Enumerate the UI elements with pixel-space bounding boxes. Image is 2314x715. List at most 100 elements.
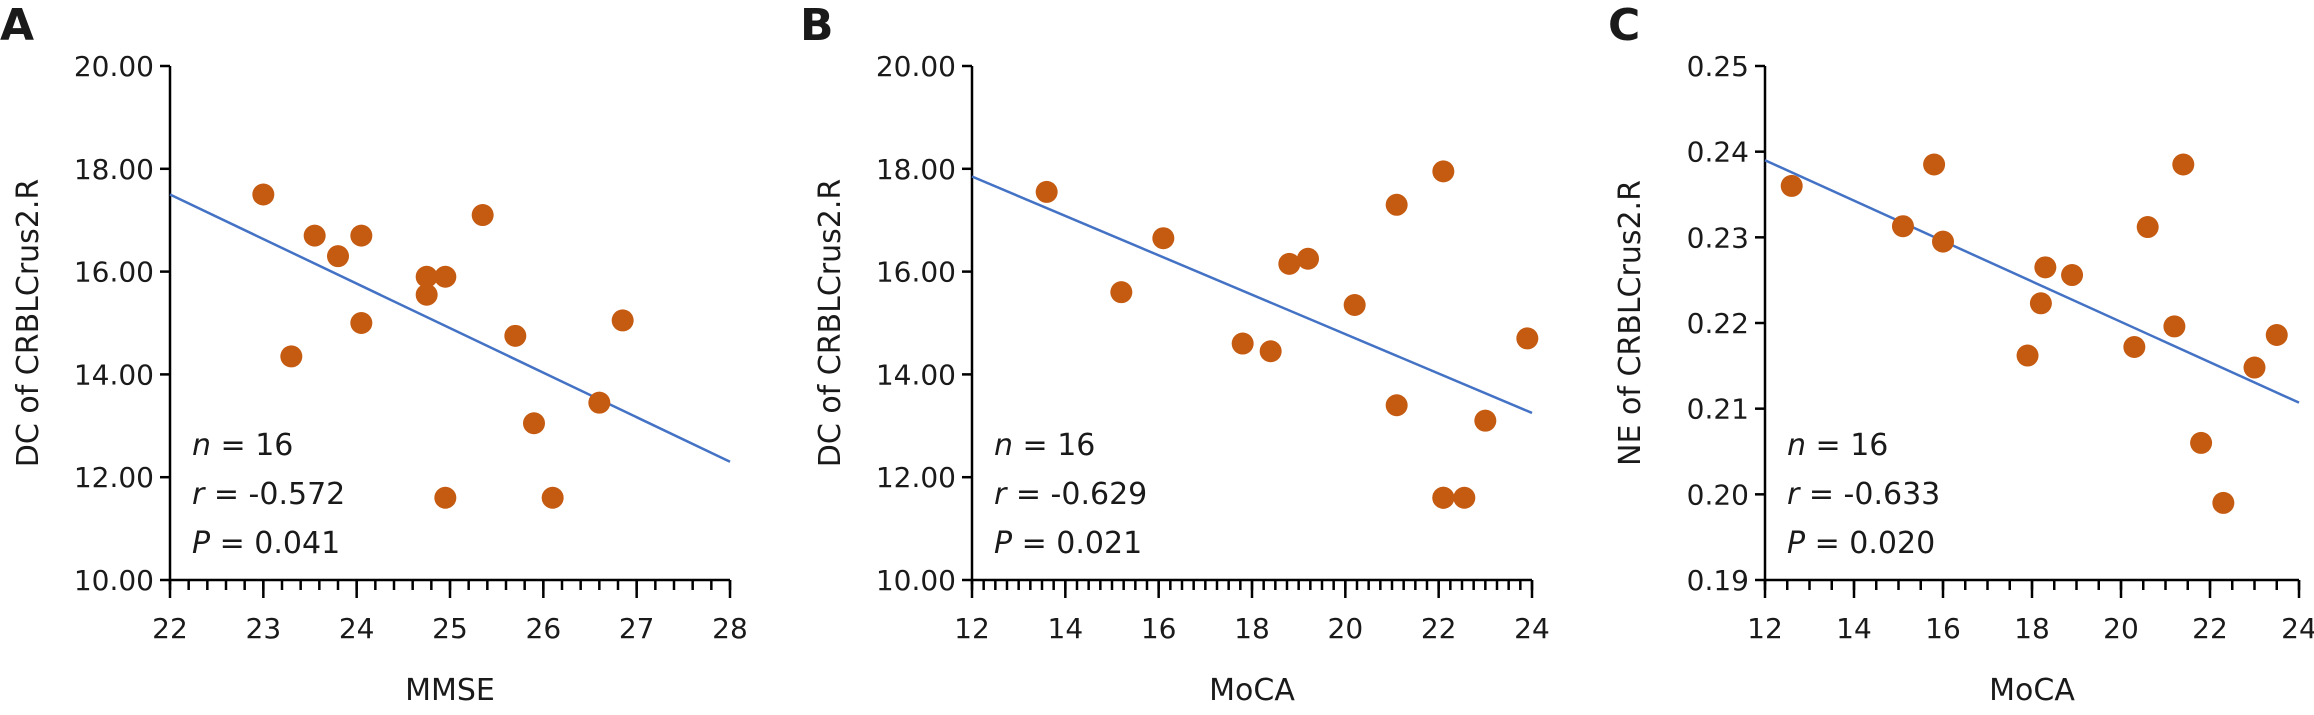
- panel-b-stat-p-value: = 0.021: [1012, 526, 1142, 561]
- panel-c-y-tick-label: 0.25: [1687, 50, 1749, 83]
- panel-a-data-point: [523, 412, 545, 435]
- panel-c-x-tick-label: 20: [2103, 612, 2139, 645]
- panel-b-data-point: [1432, 160, 1455, 183]
- panel-a-stat-p-value: = 0.041: [210, 526, 340, 561]
- panel-a-y-tick-label: 16.00: [74, 256, 154, 289]
- panel-c-x-tick-label: 24: [2281, 612, 2314, 645]
- panel-c-y-tick-label: 0.22: [1687, 307, 1749, 340]
- panel-a-data-point: [434, 486, 457, 509]
- panel-a-data-point: [303, 224, 326, 247]
- panel-b-stat-r-symbol: r: [994, 477, 1008, 512]
- panel-c-data-point: [2029, 292, 2052, 315]
- panel-a-data-point: [541, 486, 564, 509]
- panel-a-data-point: [504, 324, 527, 347]
- panel-b-x-tick-label: 22: [1421, 612, 1457, 645]
- panel-c-data-point: [1923, 153, 1946, 176]
- panel-a-stat-n: n = 16: [192, 428, 293, 463]
- panel-b-y-tick-label: 20.00: [876, 50, 956, 83]
- panel-a-data-point: [471, 204, 494, 227]
- panel-c-data-point: [2265, 323, 2288, 346]
- panel-c-data-point: [1932, 230, 1954, 253]
- panel-a-data-point: [350, 312, 373, 334]
- panel-a-stat-p: P = 0.041: [192, 526, 340, 561]
- panel-a-y-tick-label: 20.00: [74, 50, 154, 83]
- panel-b-y-axis-title: DC of CRBLCrus2.R: [813, 179, 848, 468]
- panel-a-x-tick-label: 22: [152, 612, 188, 645]
- panel-c-data-point: [2190, 431, 2213, 454]
- panel-a-data-point: [415, 283, 438, 306]
- panel-a-stat-p-symbol: P: [192, 526, 211, 561]
- panel-b-letter: B: [800, 0, 834, 51]
- panel-b-stat-n: n = 16: [994, 428, 1095, 463]
- panel-b-data-point: [1259, 340, 1282, 363]
- panel-b: B 10.00 12.00 14.00 16.00 18.00 20.00 12 14 16 18 2…: [800, 0, 1550, 708]
- panel-a-data-point: [611, 309, 634, 332]
- panel-a-stat-r: r = -0.572: [192, 477, 345, 512]
- panel-c-stat-n: n = 16: [1787, 428, 1888, 463]
- panel-a-data-point: [327, 245, 349, 268]
- panel-c-y-tick-label: 0.19: [1687, 564, 1749, 597]
- panel-b-stat-n-symbol: n: [994, 428, 1013, 463]
- panel-b-data-point: [1035, 180, 1058, 203]
- panel-a-x-tick-label: 23: [246, 612, 282, 645]
- panel-c-stat-r-symbol: r: [1787, 477, 1801, 512]
- panel-c-y-axis-title: NE of CRBLCrus2.R: [1613, 180, 1648, 466]
- panel-c-data-point: [2212, 491, 2235, 514]
- panel-b-x-tick-label: 14: [1048, 612, 1084, 645]
- panel-b-x-tick-label: 18: [1234, 612, 1270, 645]
- panel-a-y-axis-title: DC of CRBLCrus2.R: [11, 179, 46, 468]
- panel-b-x-tick-label: 16: [1141, 612, 1177, 645]
- panel-a: A 10.00 12.00 14.00 16.00 18.00 20.00 22 23 24 25 2…: [0, 0, 748, 708]
- panel-b-x-axis-title: MoCA: [1209, 673, 1295, 708]
- panel-a-x-tick-label: 26: [526, 612, 562, 645]
- panel-c-stat-p-value: = 0.020: [1805, 526, 1935, 561]
- panel-c-x-tick-label: 18: [2014, 612, 2050, 645]
- panel-a-data-point: [350, 224, 373, 247]
- panel-b-data-point: [1110, 281, 1133, 304]
- panel-b-y-tick-label: 18.00: [876, 153, 956, 186]
- panel-c-y-tick-label: 0.24: [1687, 136, 1749, 169]
- panel-c-y-tick-label: 0.21: [1687, 393, 1749, 426]
- panel-c-stat-p: P = 0.020: [1787, 526, 1935, 561]
- panel-a-data-point: [588, 391, 611, 414]
- panel-a-y-tick-label: 14.00: [74, 358, 154, 391]
- panel-a-data-point: [415, 265, 438, 288]
- panel-c-stat-n-symbol: n: [1787, 428, 1806, 463]
- panel-c-x-tick-label: 14: [1836, 612, 1872, 645]
- panel-a-letter: A: [0, 0, 34, 51]
- panel-c-data-point: [2123, 335, 2146, 358]
- panel-b-data-point: [1385, 193, 1408, 216]
- panel-b-data-point: [1297, 247, 1319, 270]
- panel-c-x-axis-title: MoCA: [1989, 673, 2075, 708]
- panel-c: C 0.19 0.20 0.21 0.22 0.23 0.24 0.25 12 14 16 18 20 2…: [1608, 0, 2314, 708]
- panel-b-data-point: [1152, 227, 1175, 250]
- panel-b-stat-n-value: = 16: [1013, 428, 1095, 463]
- panel-b-x-tick-label: 20: [1328, 612, 1364, 645]
- panel-b-x-tick-label: 12: [954, 612, 990, 645]
- panel-a-y-tick-label: 10.00: [74, 564, 154, 597]
- panel-c-y-tick-label: 0.20: [1687, 478, 1749, 511]
- panel-c-stat-n-value: = 16: [1806, 428, 1888, 463]
- panel-c-data-point: [2016, 344, 2039, 367]
- panel-c-stat-r-value: = -0.633: [1799, 477, 1940, 512]
- panel-b-x-tick-label: 24: [1514, 612, 1550, 645]
- panel-b-data-point: [1453, 486, 1476, 509]
- panel-a-data-point: [434, 265, 457, 288]
- panel-c-regression-line: [1764, 159, 2300, 404]
- panel-c-data-point: [1780, 174, 1803, 197]
- panel-c-stat-r: r = -0.633: [1787, 477, 1940, 512]
- panel-b-data-point: [1516, 327, 1539, 350]
- panel-b-y-tick-label: 16.00: [876, 256, 956, 289]
- panel-a-x-tick-label: 27: [619, 612, 655, 645]
- panel-b-stat-p: P = 0.021: [994, 526, 1142, 561]
- panel-a-y-tick-label: 18.00: [74, 153, 154, 186]
- panel-c-stat-p-symbol: P: [1787, 526, 1806, 561]
- panel-c-y-tick-label: 0.23: [1687, 221, 1749, 254]
- panel-c-data-point: [2136, 216, 2159, 239]
- panel-a-stat-r-value: = -0.572: [204, 477, 345, 512]
- panel-b-data-point: [1385, 394, 1408, 417]
- panel-b-data-point: [1278, 252, 1301, 275]
- panel-b-stat-r-value: = -0.629: [1006, 477, 1147, 512]
- panel-a-x-tick-label: 24: [339, 612, 375, 645]
